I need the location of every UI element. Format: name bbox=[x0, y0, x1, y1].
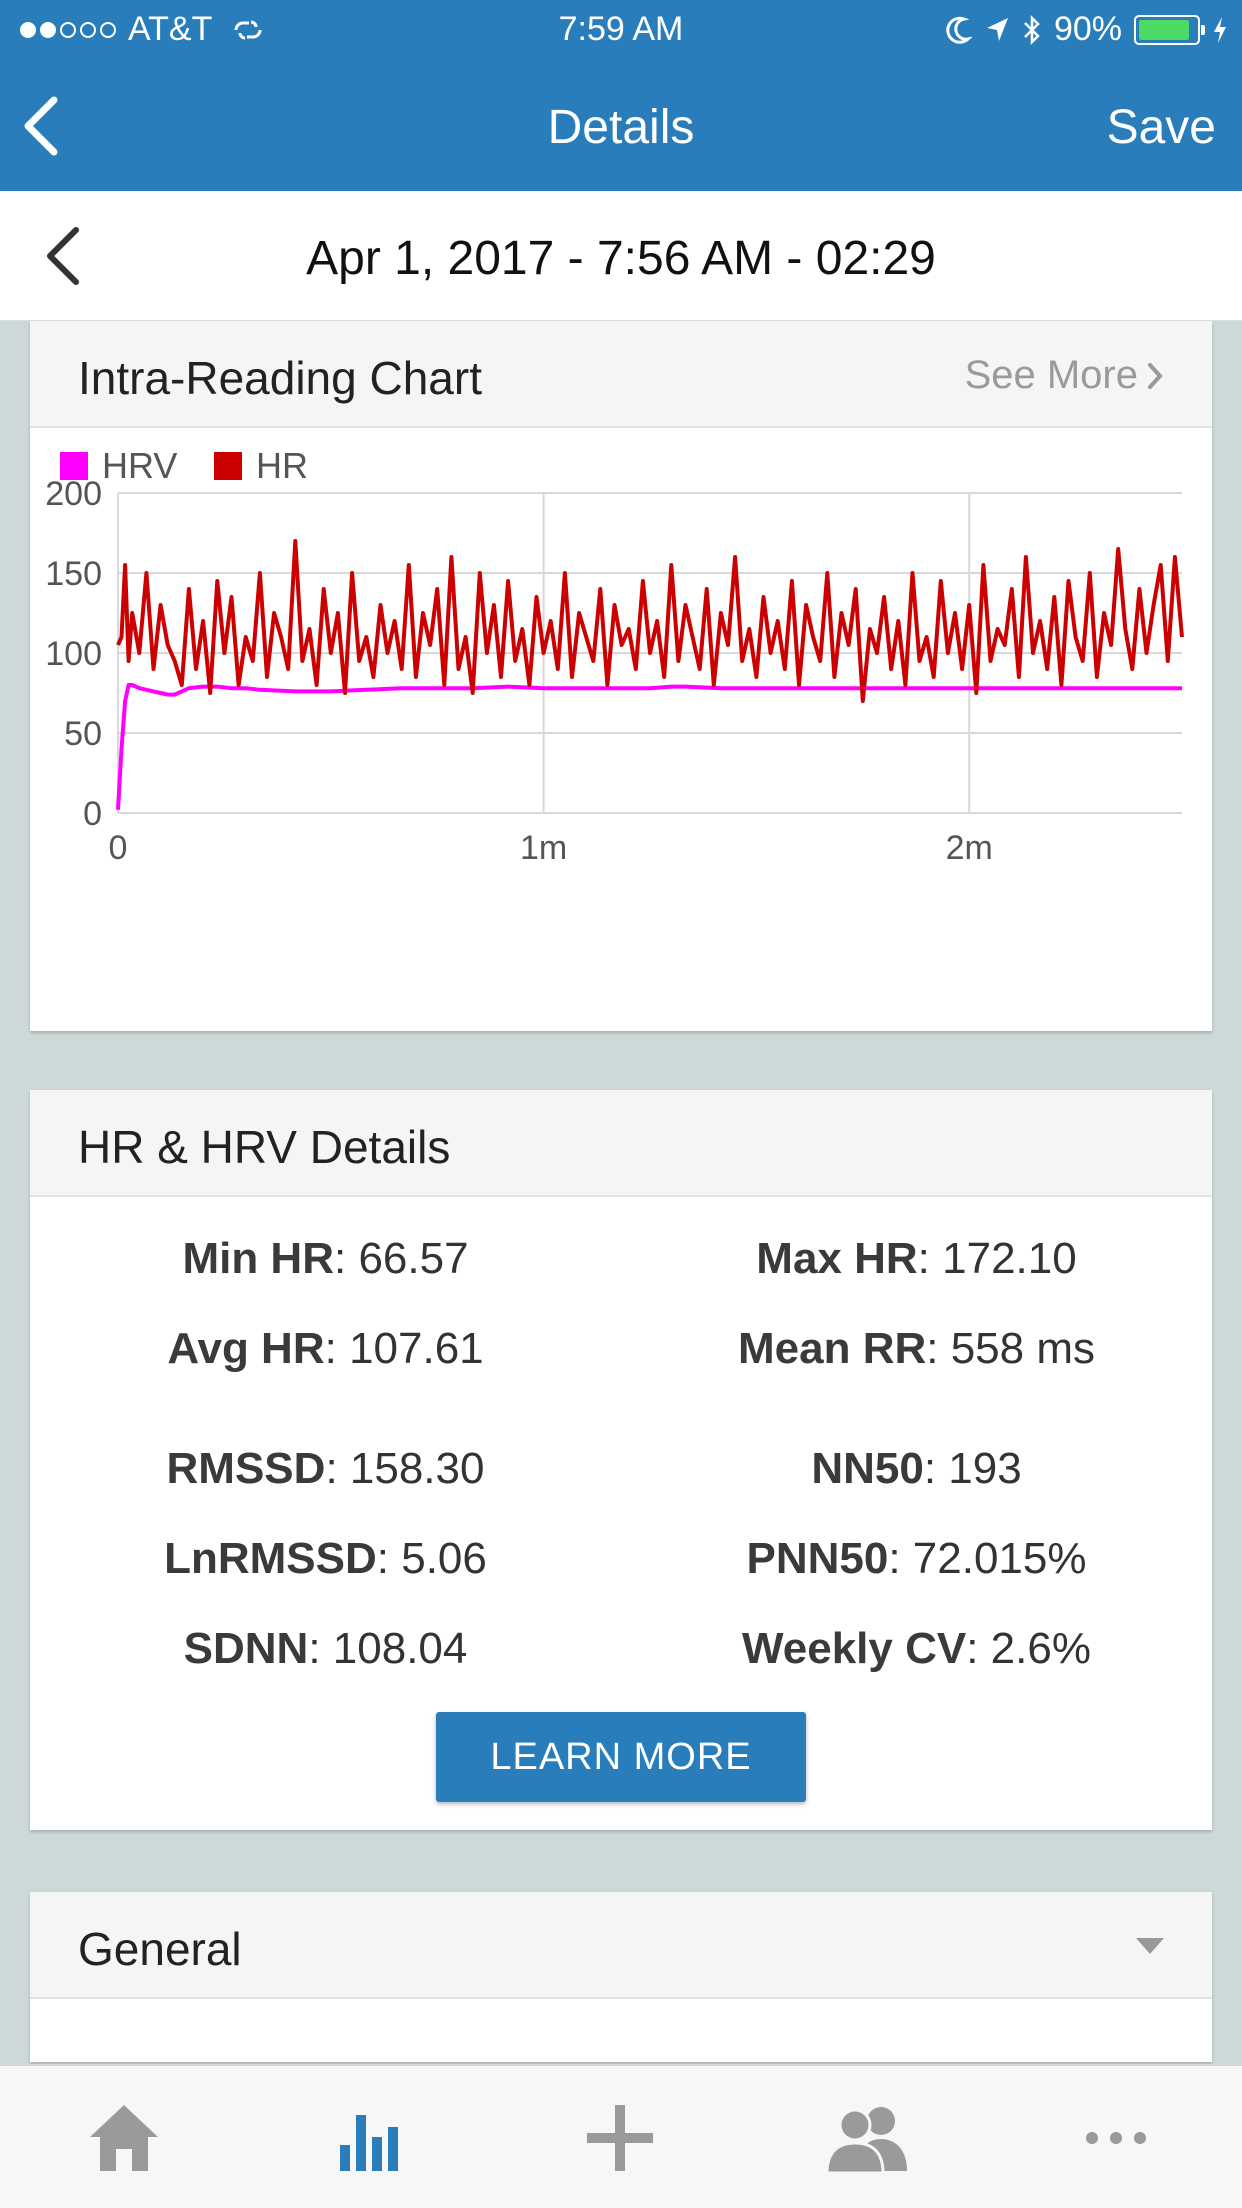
stat-max-hr: Max HR: 172.10 bbox=[756, 1234, 1077, 1283]
moon-icon bbox=[946, 16, 972, 44]
y-tick-label: 0 bbox=[83, 795, 102, 833]
tab-people[interactable] bbox=[818, 2096, 918, 2180]
y-tick-label: 150 bbox=[45, 555, 102, 593]
more-icon bbox=[1086, 2132, 1146, 2144]
series-line-hrv bbox=[116, 683, 1182, 810]
intra-reading-chart: HRV HR 0 50 100 150 200 0 1m 2m bbox=[45, 445, 1184, 867]
tab-home[interactable] bbox=[74, 2096, 174, 2180]
tab-more[interactable] bbox=[1066, 2096, 1166, 2180]
stat-nn50: NN50: 193 bbox=[811, 1444, 1022, 1493]
back-icon[interactable] bbox=[18, 94, 68, 158]
previous-reading-icon[interactable] bbox=[40, 224, 90, 288]
chevron-right-icon bbox=[1148, 362, 1163, 389]
plus-icon bbox=[587, 2105, 653, 2171]
stat-pnn50: PNN50: 72.015% bbox=[746, 1534, 1087, 1583]
tab-bar bbox=[0, 2064, 1242, 2208]
stat-weekly-cv: Weekly CV: 2.6% bbox=[742, 1624, 1091, 1673]
y-tick-label: 50 bbox=[64, 715, 102, 753]
carrier-name: AT&T bbox=[128, 10, 213, 48]
x-tick-label: 2m bbox=[946, 829, 993, 867]
stat-avg-hr: Avg HR: 107.61 bbox=[167, 1324, 484, 1373]
general-card-title: General bbox=[78, 1923, 242, 1975]
battery-icon bbox=[1134, 14, 1205, 45]
legend-swatch-hrv bbox=[60, 452, 88, 480]
y-tick-label: 100 bbox=[45, 635, 102, 673]
tab-add[interactable] bbox=[570, 2096, 670, 2180]
reading-date: Apr 1, 2017 - 7:56 AM - 02:29 bbox=[306, 232, 936, 285]
chart-card-header: Intra-Reading Chart See More bbox=[30, 321, 1212, 428]
stat-sdnn: SDNN: 108.04 bbox=[183, 1624, 468, 1673]
series-line-hr bbox=[116, 539, 1184, 703]
stat-min-hr: Min HR: 66.57 bbox=[182, 1234, 469, 1283]
carrier-info: AT&T bbox=[20, 10, 268, 49]
general-card-header[interactable]: General bbox=[30, 1892, 1212, 1999]
bluetooth-icon bbox=[1024, 14, 1040, 45]
chevron-down-icon[interactable] bbox=[1136, 1938, 1164, 1954]
see-more-label: See More bbox=[964, 353, 1138, 397]
date-bar: Apr 1, 2017 - 7:56 AM - 02:29 bbox=[0, 191, 1242, 321]
see-more-link[interactable]: See More bbox=[965, 353, 1164, 398]
legend-swatch-hr bbox=[214, 452, 242, 480]
stat-mean-rr: Mean RR: 558 ms bbox=[738, 1324, 1095, 1373]
location-icon bbox=[986, 17, 1008, 41]
stat-rmssd: RMSSD: 158.30 bbox=[166, 1444, 485, 1493]
bar-chart-icon bbox=[340, 2115, 398, 2171]
hr-card-title: HR & HRV Details bbox=[78, 1121, 451, 1173]
tab-charts[interactable] bbox=[322, 2096, 422, 2180]
chart-card-title: Intra-Reading Chart bbox=[78, 352, 482, 404]
status-time: 7:59 AM bbox=[558, 10, 684, 48]
home-icon bbox=[90, 2105, 158, 2171]
x-tick-label: 1m bbox=[520, 829, 567, 867]
general-card: General bbox=[30, 1892, 1212, 2062]
y-tick-label: 200 bbox=[45, 475, 102, 513]
status-right: 90% bbox=[946, 10, 1228, 49]
x-tick-label: 0 bbox=[109, 829, 128, 867]
status-bar: AT&T 7:59 AM 90% bbox=[0, 0, 1242, 60]
battery-percent: 90% bbox=[1053, 10, 1122, 48]
legend-label-hr: HR bbox=[256, 445, 308, 486]
hr-card-header: HR & HRV Details bbox=[30, 1090, 1212, 1197]
learn-more-button[interactable]: LEARN MORE bbox=[436, 1712, 806, 1802]
legend-label-hrv: HRV bbox=[102, 445, 177, 486]
page-title: Details bbox=[547, 101, 695, 154]
signal-strength-icon bbox=[20, 21, 116, 38]
intra-reading-chart-card: Intra-Reading Chart See More HRV HR 0 50 100… bbox=[30, 321, 1212, 1031]
nav-bar: Details Save bbox=[0, 60, 1242, 191]
people-icon bbox=[825, 2107, 907, 2175]
charging-icon bbox=[1214, 16, 1226, 43]
stat-lnrmssd: LnRMSSD: 5.06 bbox=[164, 1534, 487, 1583]
link-icon bbox=[234, 20, 262, 39]
hr-hrv-details-card: HR & HRV Details Min HR: 66.57 Max HR: 1… bbox=[30, 1090, 1212, 1830]
save-button[interactable]: Save bbox=[1106, 101, 1216, 154]
